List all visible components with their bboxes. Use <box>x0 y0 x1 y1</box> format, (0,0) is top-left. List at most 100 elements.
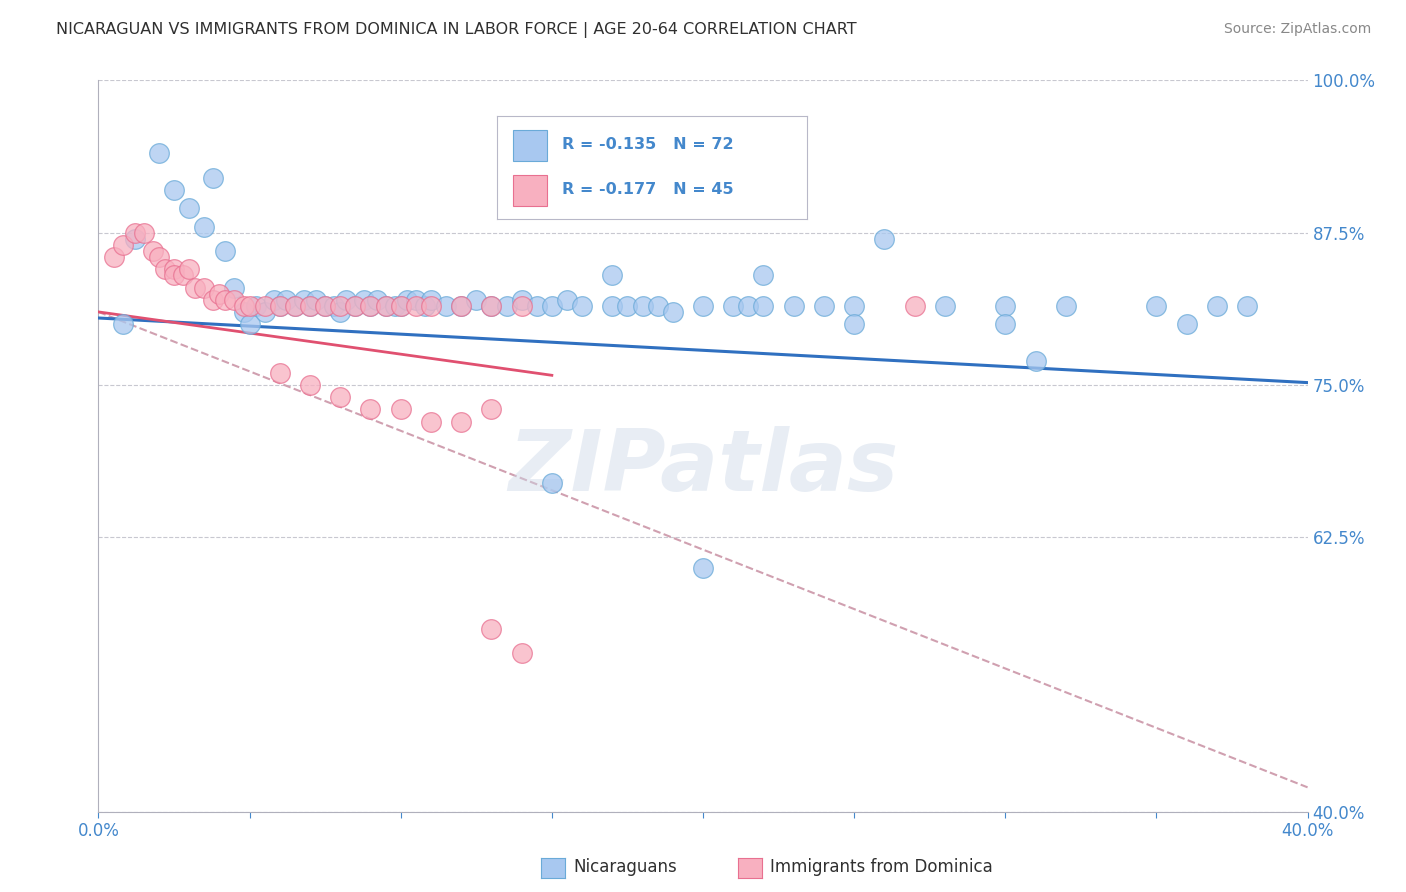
Point <box>904 299 927 313</box>
Text: NICARAGUAN VS IMMIGRANTS FROM DOMINICA IN LABOR FORCE | AGE 20-64 CORRELATION CH: NICARAGUAN VS IMMIGRANTS FROM DOMINICA I… <box>56 22 856 38</box>
FancyBboxPatch shape <box>513 130 547 161</box>
Point <box>193 219 215 234</box>
Point <box>269 299 291 313</box>
Point <box>335 293 357 307</box>
Point <box>389 299 412 313</box>
Point <box>450 299 472 313</box>
Point <box>783 299 806 313</box>
Point <box>284 299 307 313</box>
Point <box>202 293 225 307</box>
Point <box>111 317 134 331</box>
Point <box>450 299 472 313</box>
Point <box>647 299 669 313</box>
Point <box>360 299 382 313</box>
Point <box>540 475 562 490</box>
Point <box>413 299 436 313</box>
Point <box>1144 299 1167 313</box>
Point <box>994 299 1017 313</box>
Point <box>389 299 412 313</box>
Point <box>179 262 201 277</box>
Point <box>1054 299 1077 313</box>
Point <box>571 299 593 313</box>
Point <box>420 293 443 307</box>
Point <box>374 299 396 313</box>
Point <box>163 183 186 197</box>
Point <box>737 299 759 313</box>
Point <box>1236 299 1258 313</box>
Point <box>631 299 654 313</box>
Point <box>465 293 488 307</box>
Point <box>510 646 533 660</box>
Point <box>1024 353 1046 368</box>
Point <box>602 268 624 283</box>
Point <box>239 317 262 331</box>
Point <box>540 299 562 313</box>
Point <box>163 262 186 277</box>
Point <box>274 293 297 307</box>
Text: R = -0.135   N = 72: R = -0.135 N = 72 <box>562 137 734 153</box>
Point <box>692 561 714 575</box>
Point <box>153 262 176 277</box>
Point <box>269 366 291 380</box>
Point <box>481 299 503 313</box>
Point <box>934 299 956 313</box>
Point <box>329 305 352 319</box>
Point <box>395 293 418 307</box>
Point <box>148 146 170 161</box>
Point <box>526 299 548 313</box>
Point <box>142 244 165 258</box>
Point <box>179 201 201 215</box>
Point <box>1175 317 1198 331</box>
Point <box>299 378 322 392</box>
Point <box>481 402 503 417</box>
Point <box>263 293 285 307</box>
Point <box>253 299 276 313</box>
Point <box>661 305 683 319</box>
Point <box>384 299 406 313</box>
Point <box>148 250 170 264</box>
Point <box>314 299 336 313</box>
Point <box>163 268 186 283</box>
Point <box>481 299 503 313</box>
Point <box>344 299 367 313</box>
Point <box>994 317 1017 331</box>
Point <box>495 299 517 313</box>
Point <box>510 299 533 313</box>
Point <box>844 317 866 331</box>
Point <box>844 299 866 313</box>
Point <box>299 299 322 313</box>
Point <box>224 293 246 307</box>
Point <box>172 268 194 283</box>
Point <box>292 293 315 307</box>
Point <box>510 293 533 307</box>
Point <box>245 299 267 313</box>
Point <box>1206 299 1229 313</box>
Point <box>314 299 336 313</box>
Point <box>124 232 146 246</box>
Point <box>111 238 134 252</box>
Point <box>239 299 262 313</box>
Point <box>284 299 307 313</box>
Text: Immigrants from Dominica: Immigrants from Dominica <box>770 858 993 876</box>
Point <box>208 286 231 301</box>
Point <box>360 299 382 313</box>
Point <box>616 299 638 313</box>
Point <box>602 299 624 313</box>
Point <box>344 299 367 313</box>
Point <box>124 226 146 240</box>
Point <box>813 299 835 313</box>
Point <box>374 299 396 313</box>
Point <box>132 226 155 240</box>
Text: ZIPatlas: ZIPatlas <box>508 426 898 509</box>
Point <box>103 250 125 264</box>
Point <box>873 232 896 246</box>
FancyBboxPatch shape <box>513 176 547 206</box>
Point <box>692 299 714 313</box>
Point <box>752 299 775 313</box>
Point <box>405 293 427 307</box>
Point <box>420 415 443 429</box>
Point <box>360 402 382 417</box>
Point <box>555 293 578 307</box>
Text: Nicaraguans: Nicaraguans <box>574 858 678 876</box>
Point <box>366 293 388 307</box>
